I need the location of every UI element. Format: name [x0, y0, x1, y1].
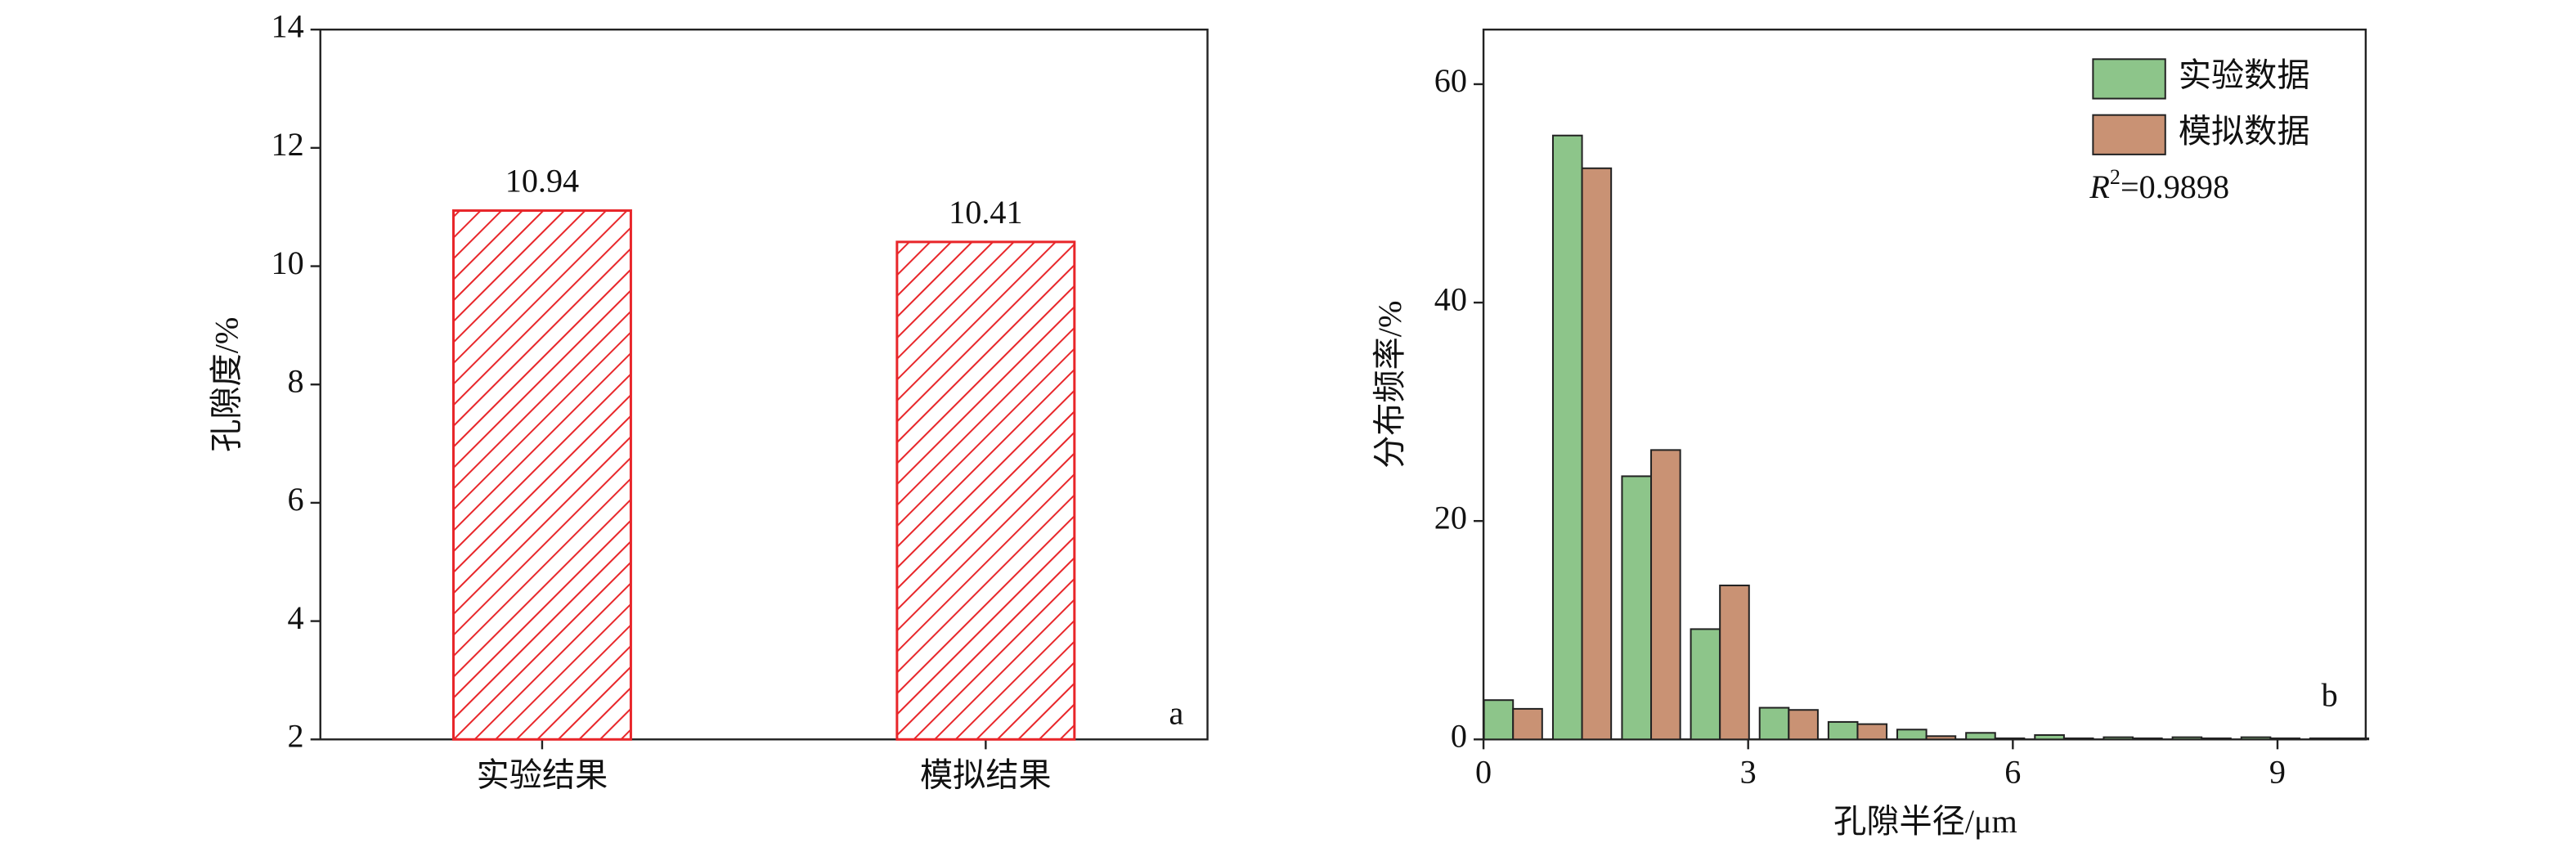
x-axis-label: 孔隙半径/μm: [1833, 803, 2017, 840]
y-tick-label: 6: [288, 481, 304, 518]
y-tick-label: 2: [288, 718, 304, 755]
bar: [1483, 699, 1515, 741]
y-axis-label: 孔隙度/%: [208, 317, 245, 452]
x-tick-label: 0: [1475, 754, 1492, 791]
bar: [1581, 167, 1613, 741]
legend-swatch: [2092, 114, 2166, 155]
bar: [2269, 737, 2300, 741]
bar: [451, 209, 632, 741]
bar: [2062, 737, 2094, 741]
y-tick-label: 8: [288, 362, 304, 399]
legend-label: 实验数据: [2179, 57, 2310, 94]
legend-swatch: [2092, 58, 2166, 100]
panel-label: b: [2322, 676, 2338, 713]
y-tick-label: 12: [271, 126, 303, 163]
y-tick-label: 4: [288, 599, 304, 636]
bar: [2103, 736, 2134, 741]
bar: [1827, 720, 1859, 741]
y-tick-label: 14: [271, 7, 303, 44]
x-tick-label: 9: [2269, 754, 2286, 791]
y-tick-label: 40: [1434, 280, 1467, 317]
bar: [2171, 736, 2203, 741]
bar: [1719, 584, 1750, 741]
bar: [1650, 449, 1681, 741]
y-tick-label: 60: [1434, 62, 1467, 99]
bar: [1994, 737, 2026, 741]
bar: [2034, 733, 2065, 741]
annotation-variable: R: [2089, 168, 2110, 205]
bar: [1788, 709, 1819, 741]
y-axis-label: 分布频率/%: [1371, 301, 1408, 469]
bar: [2201, 737, 2232, 741]
bar: [2338, 737, 2370, 741]
bar: [2309, 737, 2340, 741]
bar: [1925, 735, 1957, 741]
legend-label: 模拟数据: [2179, 113, 2310, 150]
bar: [1896, 729, 1928, 741]
x-tick-label: 模拟结果: [920, 757, 1052, 794]
y-tick-label: 0: [1451, 718, 1467, 755]
panel-label: a: [1169, 694, 1183, 731]
bar: [1965, 732, 1996, 741]
bar: [2240, 736, 2272, 741]
annotation: R2=0.9898: [2089, 165, 2229, 205]
bar: [1758, 706, 1790, 741]
x-tick-label: 3: [1740, 754, 1757, 791]
x-tick-label: 6: [2004, 754, 2021, 791]
x-tick-label: 实验结果: [477, 757, 608, 794]
annotation-exponent: 2: [2110, 165, 2120, 189]
bar: [1621, 475, 1653, 741]
bar: [1856, 723, 1888, 741]
bar: [1512, 707, 1543, 741]
y-tick-label: 20: [1434, 499, 1467, 536]
annotation-text: =0.9898: [2120, 168, 2229, 205]
bar: [895, 240, 1076, 741]
y-tick-label: 10: [271, 244, 303, 281]
bar: [1690, 628, 1721, 741]
bar: [2132, 737, 2163, 741]
value-label: 10.41: [949, 194, 1022, 231]
value-label: 10.94: [505, 163, 579, 200]
bar: [1551, 134, 1583, 741]
